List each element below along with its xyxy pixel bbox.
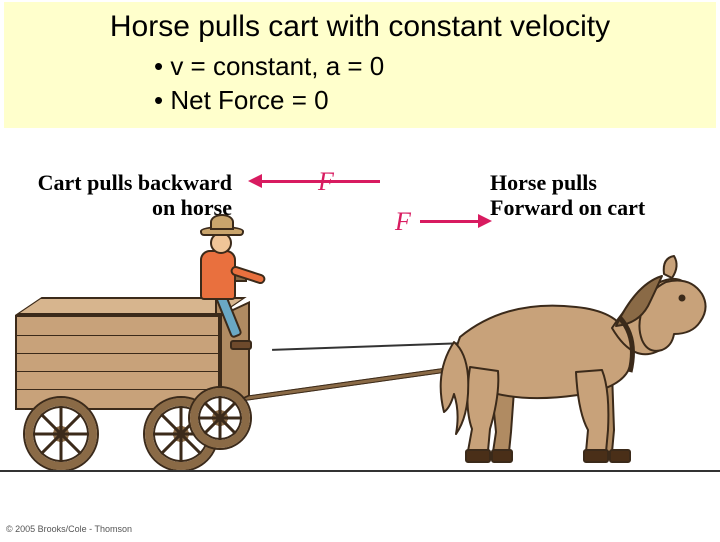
bullet-2: Net Force = 0 bbox=[154, 84, 706, 118]
bullet-list: v = constant, a = 0 Net Force = 0 bbox=[14, 50, 706, 118]
force-arrow-left bbox=[260, 180, 380, 183]
ground-line bbox=[0, 470, 720, 472]
header-box: Horse pulls cart with constant velocity … bbox=[4, 2, 716, 128]
cart-wheel bbox=[25, 398, 97, 470]
cart-body bbox=[15, 315, 220, 410]
driver-torso bbox=[200, 250, 236, 300]
copyright-text: © 2005 Brooks/Cole - Thomson bbox=[6, 524, 132, 534]
slide-title: Horse pulls cart with constant velocity bbox=[14, 10, 706, 44]
bullet-1: v = constant, a = 0 bbox=[154, 50, 706, 84]
cart-plank bbox=[17, 353, 222, 355]
caption-right-line1: Horse pulls bbox=[490, 170, 690, 195]
driver bbox=[182, 192, 262, 312]
driver-foot bbox=[230, 340, 252, 350]
cart-plank bbox=[17, 371, 222, 373]
cart-plank bbox=[17, 335, 222, 337]
cart-plank bbox=[17, 389, 222, 391]
cart-wheel-rear bbox=[190, 388, 250, 448]
illustration-scene bbox=[0, 202, 720, 502]
horse bbox=[430, 242, 710, 472]
driver-hat-crown bbox=[210, 214, 234, 230]
